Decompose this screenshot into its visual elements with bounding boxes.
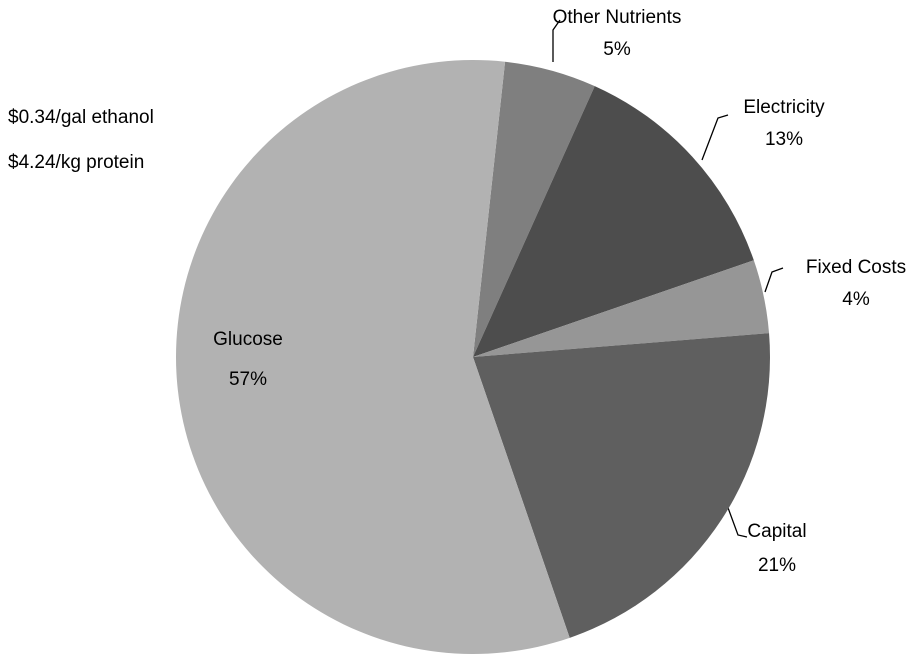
- pie-slice: [473, 61, 595, 358]
- pie-slice: [473, 260, 770, 357]
- leader-line: [726, 504, 748, 538]
- pie-slice: [175, 59, 570, 655]
- leader-line: [701, 114, 729, 161]
- value-label: 5%: [603, 39, 631, 60]
- pie-slice: [473, 86, 754, 357]
- annotation: $0.34/gal ethanol: [8, 107, 154, 128]
- value-label: 57%: [229, 369, 267, 390]
- slice-label: Glucose: [213, 329, 283, 350]
- value-label: 4%: [842, 289, 870, 310]
- annotation: $4.24/kg protein: [8, 152, 144, 173]
- value-label: 21%: [758, 555, 796, 576]
- value-label: 13%: [765, 129, 803, 150]
- slice-label: Other Nutrients: [553, 7, 682, 28]
- pie-slice: [473, 333, 770, 638]
- leader-line: [764, 267, 784, 293]
- slice-label: Capital: [747, 521, 806, 542]
- slice-label: Electricity: [743, 97, 825, 118]
- slice-label: Fixed Costs: [806, 257, 906, 278]
- leader-line: [552, 19, 561, 62]
